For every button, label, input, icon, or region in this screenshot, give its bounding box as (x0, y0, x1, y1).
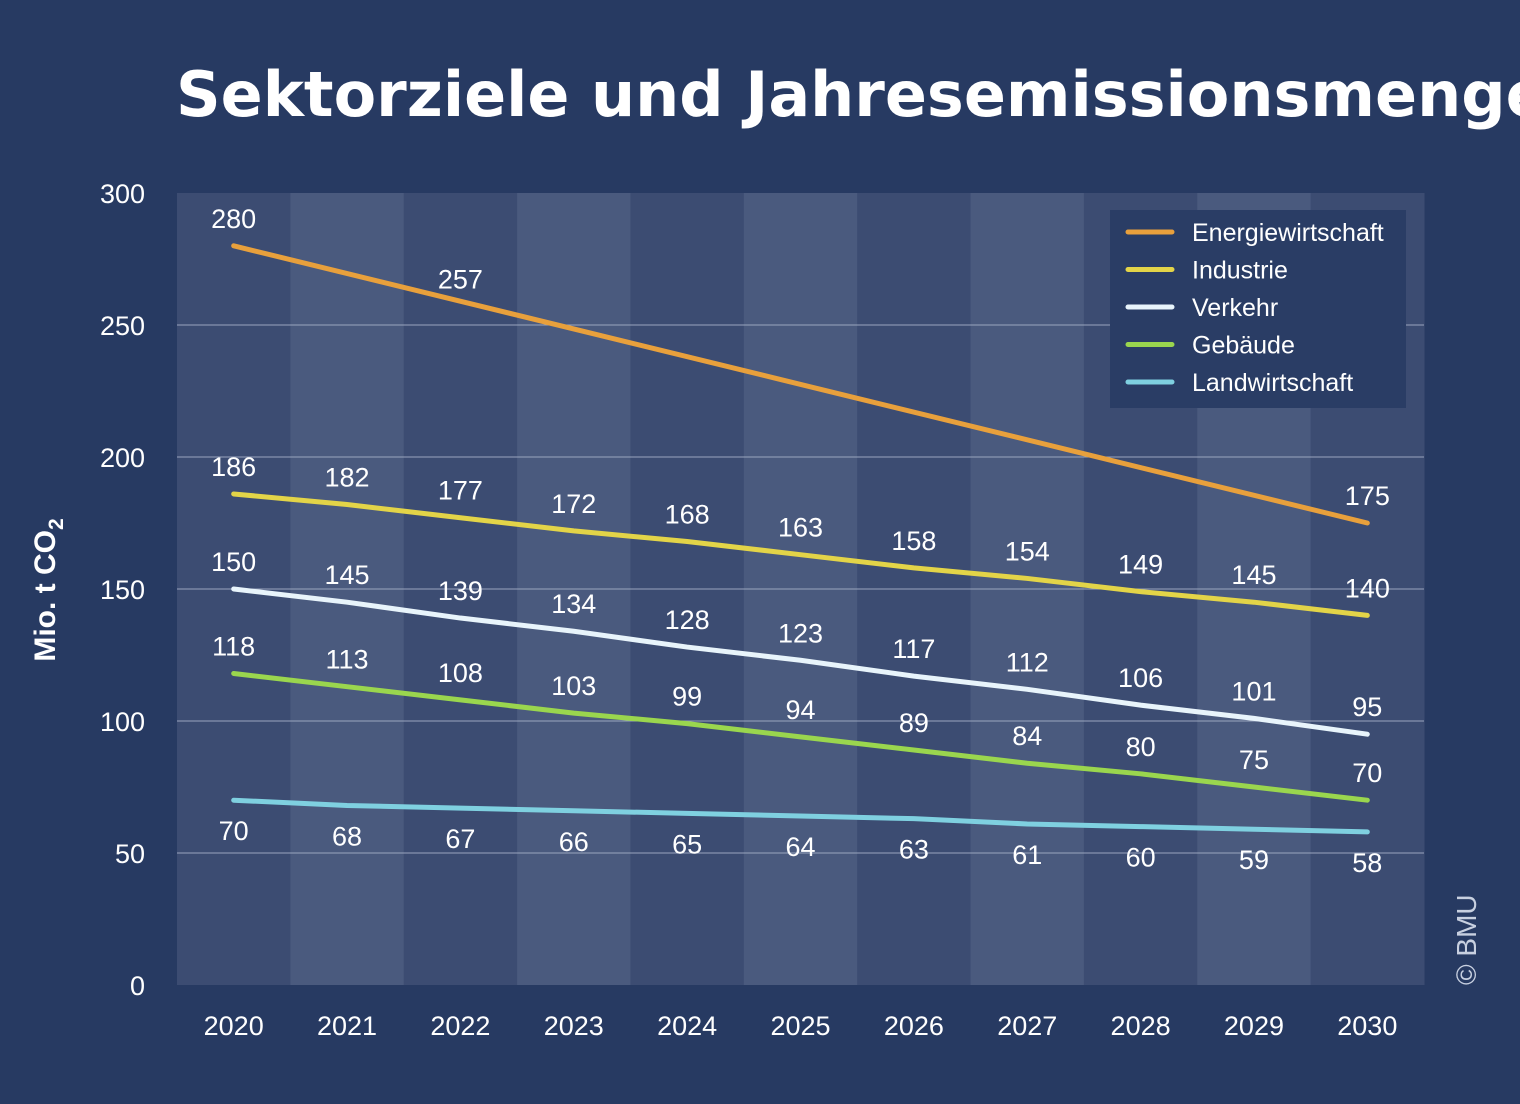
series-line (231, 491, 1370, 618)
legend-label: Energiewirtschaft (1192, 219, 1384, 247)
series-lines (231, 243, 1370, 835)
x-tick-label: 2028 (1111, 1011, 1171, 1041)
data-label: 149 (1118, 550, 1163, 580)
data-label: 257 (438, 265, 483, 295)
x-tick-label: 2029 (1224, 1011, 1284, 1041)
data-label: 172 (551, 489, 596, 519)
data-label: 163 (778, 513, 823, 543)
data-label: 60 (1126, 843, 1156, 873)
data-label: 68 (332, 821, 362, 851)
data-label: 140 (1345, 573, 1390, 603)
data-label: 123 (778, 618, 823, 648)
data-label: 113 (326, 645, 369, 675)
data-label: 66 (559, 827, 589, 857)
data-label: 145 (1231, 560, 1276, 590)
data-label: 94 (785, 695, 815, 725)
chart-title: Sektorziele und Jahresemissionsmengen (176, 58, 1520, 131)
y-tick-label: 50 (115, 839, 145, 869)
x-tick-label: 2026 (884, 1011, 944, 1041)
data-label: 65 (672, 829, 702, 859)
x-tick-label: 2027 (997, 1011, 1057, 1041)
data-label: 280 (211, 204, 256, 234)
y-tick-label: 250 (100, 311, 145, 341)
data-label: 101 (1231, 676, 1276, 706)
data-label: 108 (438, 658, 483, 688)
data-label: 59 (1239, 845, 1269, 875)
legend-label: Gebäude (1192, 332, 1295, 360)
data-label: 63 (899, 835, 929, 865)
x-axis-ticks: 2020 2021 2022 2023 2024 2025 2026 2027 2028 2029… (204, 1011, 1398, 1041)
data-label: 168 (665, 499, 710, 529)
legend-label: Landwirtschaft (1192, 369, 1353, 397)
data-labels: 280 257 175 186 182 177 172 168 163 158 154 149 145 1… (211, 204, 1390, 878)
data-label: 75 (1239, 745, 1269, 775)
data-label: 158 (891, 526, 936, 556)
legend-label: Verkehr (1192, 294, 1278, 322)
y-tick-label: 150 (100, 575, 145, 605)
series-line (231, 797, 1370, 835)
data-label: 186 (211, 452, 256, 482)
data-label: 145 (325, 560, 370, 590)
y-axis-ticks: 0 50 100 150 200 250 300 (100, 179, 145, 1001)
data-label: 70 (219, 816, 249, 846)
data-label: 80 (1126, 732, 1156, 762)
data-label: 58 (1352, 848, 1382, 878)
data-label: 154 (1005, 536, 1050, 566)
x-tick-label: 2030 (1337, 1011, 1397, 1041)
x-tick-label: 2020 (204, 1011, 264, 1041)
x-tick-label: 2021 (317, 1011, 377, 1041)
data-label: 61 (1012, 840, 1042, 870)
data-label: 106 (1118, 663, 1163, 693)
data-label: 175 (1345, 481, 1390, 511)
x-tick-label: 2023 (544, 1011, 604, 1041)
data-label: 103 (551, 671, 596, 701)
x-tick-label: 2025 (770, 1011, 830, 1041)
data-label: 118 (212, 631, 255, 661)
data-label: 67 (445, 824, 475, 854)
legend: Energiewirtschaft Industrie Verkehr Gebäude… (1110, 210, 1406, 408)
credit-text: © BMU (1451, 894, 1482, 985)
series-line (231, 243, 1370, 526)
y-axis-label-subscript: 2 (45, 518, 68, 530)
data-label: 84 (1012, 721, 1042, 751)
data-label: 70 (1352, 758, 1382, 788)
legend-label: Industrie (1192, 257, 1288, 285)
series-line (231, 586, 1370, 737)
data-label: 117 (892, 634, 935, 664)
x-tick-label: 2024 (657, 1011, 717, 1041)
data-label: 112 (1006, 647, 1049, 677)
y-tick-label: 100 (100, 707, 145, 737)
y-tick-label: 300 (100, 179, 145, 209)
data-label: 134 (551, 589, 596, 619)
data-label: 139 (438, 576, 483, 606)
y-axis-label: Mio. t CO2 (29, 518, 68, 661)
y-tick-label: 0 (130, 971, 145, 1001)
data-label: 128 (665, 605, 710, 635)
data-label: 95 (1352, 692, 1382, 722)
x-tick-label: 2022 (430, 1011, 490, 1041)
data-label: 99 (672, 682, 702, 712)
data-label: 89 (899, 708, 929, 738)
data-label: 150 (211, 547, 256, 577)
data-label: 64 (785, 832, 815, 862)
data-label: 177 (438, 476, 483, 506)
data-label: 182 (325, 463, 370, 493)
series-line (231, 670, 1370, 803)
y-tick-label: 200 (100, 443, 145, 473)
